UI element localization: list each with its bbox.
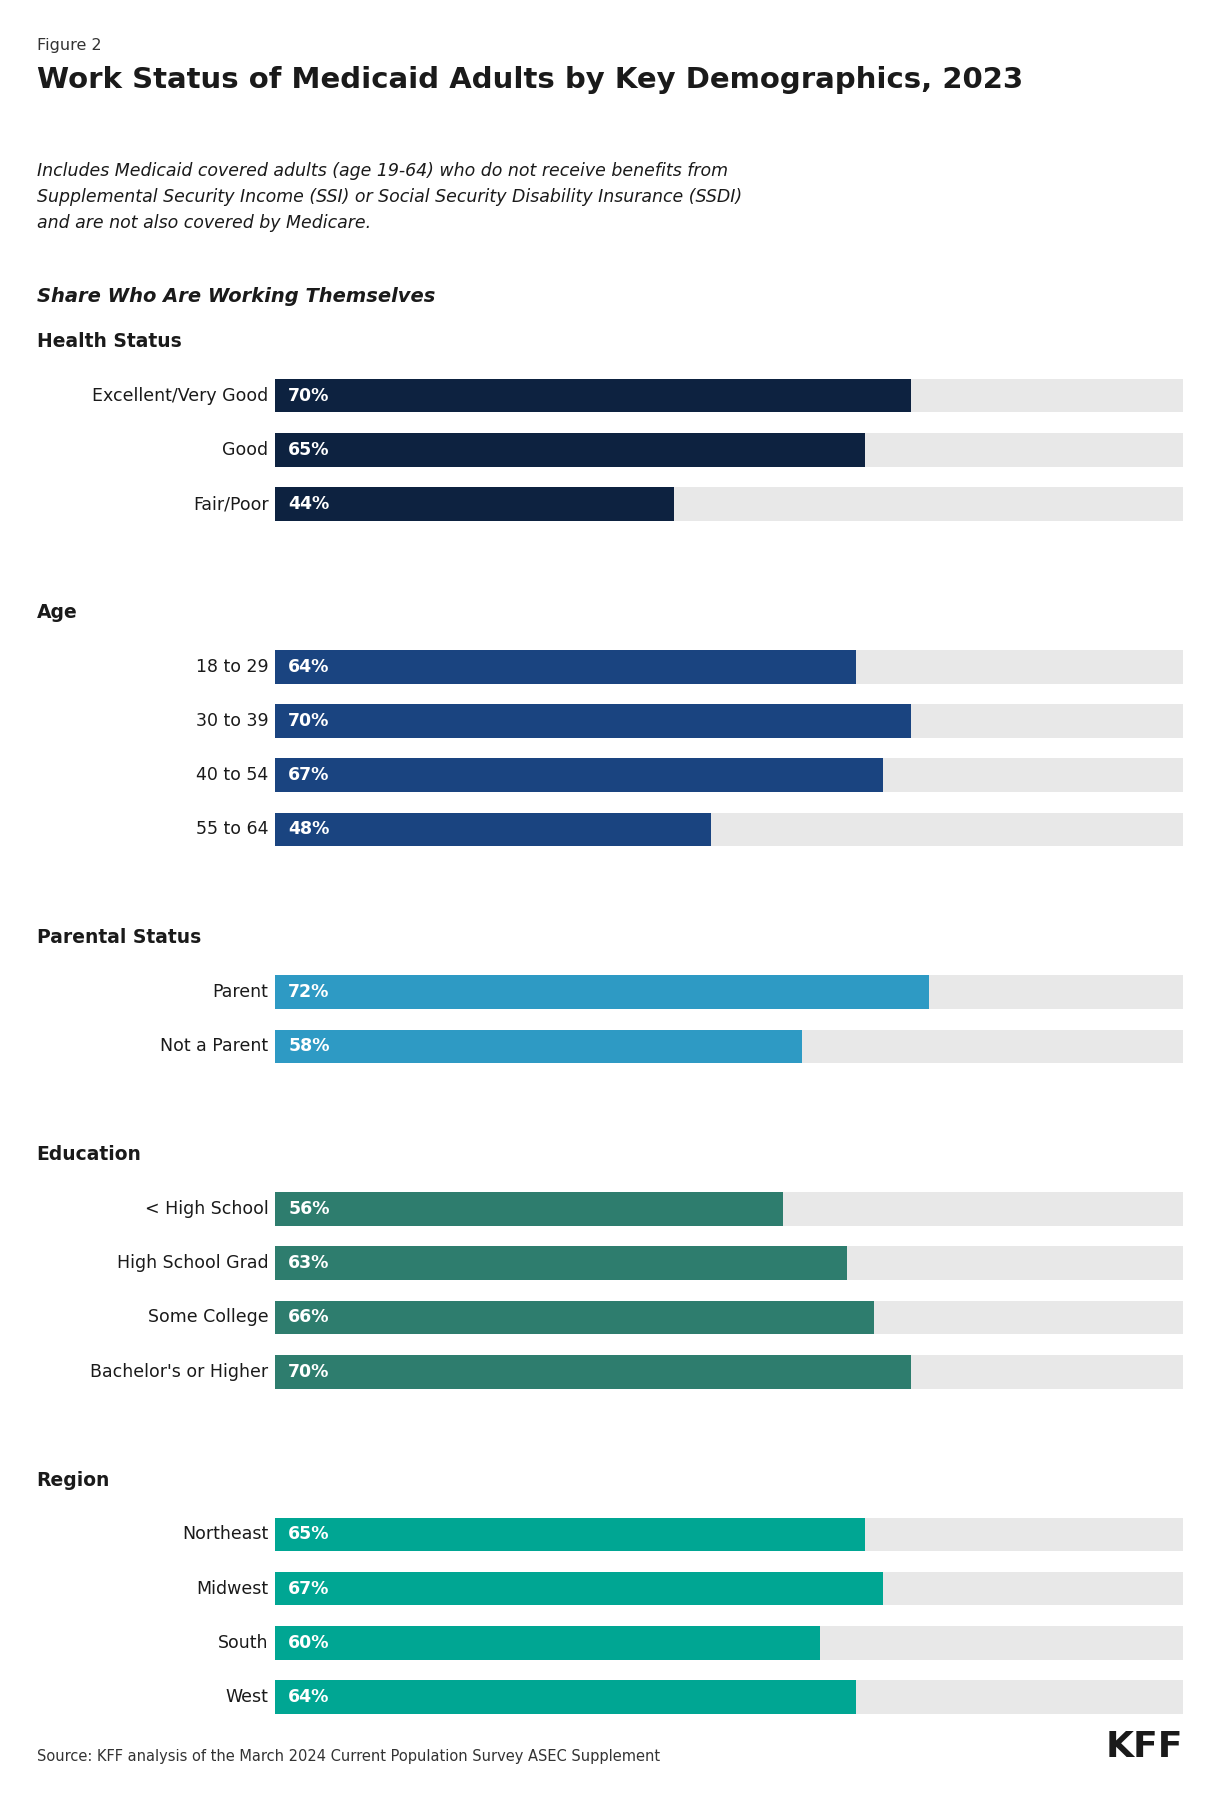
Bar <box>274 704 1183 738</box>
Bar <box>274 758 1183 792</box>
Text: Bachelor's or Higher: Bachelor's or Higher <box>90 1363 268 1381</box>
Bar <box>274 1246 1183 1281</box>
Bar <box>274 1625 820 1660</box>
Text: Excellent/Very Good: Excellent/Very Good <box>93 386 268 404</box>
Bar <box>274 1518 865 1552</box>
Text: 70%: 70% <box>288 386 329 404</box>
Bar <box>274 1681 1183 1713</box>
Text: Education: Education <box>37 1146 142 1164</box>
Bar <box>274 975 928 1009</box>
Bar <box>274 1029 802 1063</box>
Text: 40 to 54: 40 to 54 <box>196 767 268 785</box>
Text: Midwest: Midwest <box>196 1580 268 1598</box>
Text: Parental Status: Parental Status <box>37 929 201 948</box>
Text: 65%: 65% <box>288 1525 329 1543</box>
Text: Northeast: Northeast <box>182 1525 268 1543</box>
Text: 18 to 29: 18 to 29 <box>195 657 268 675</box>
Text: 67%: 67% <box>288 767 329 785</box>
Text: Share Who Are Working Themselves: Share Who Are Working Themselves <box>37 287 436 307</box>
Bar <box>274 1246 847 1281</box>
Bar <box>274 1681 856 1713</box>
Bar <box>274 1625 1183 1660</box>
Bar <box>274 650 1183 684</box>
Text: 48%: 48% <box>288 821 329 839</box>
Bar <box>274 1354 910 1388</box>
Text: Some College: Some College <box>148 1309 268 1327</box>
Bar <box>274 1354 1183 1388</box>
Bar <box>274 812 711 846</box>
Text: Region: Region <box>37 1471 110 1489</box>
Text: 67%: 67% <box>288 1580 329 1598</box>
Bar <box>274 1193 1183 1227</box>
Text: 65%: 65% <box>288 440 329 458</box>
Text: Work Status of Medicaid Adults by Key Demographics, 2023: Work Status of Medicaid Adults by Key De… <box>37 66 1022 95</box>
Text: Not a Parent: Not a Parent <box>160 1038 268 1056</box>
Bar <box>274 975 1183 1009</box>
Text: Parent: Parent <box>212 982 268 1000</box>
Bar <box>274 1572 883 1606</box>
Text: 44%: 44% <box>288 496 329 514</box>
Text: 72%: 72% <box>288 982 329 1000</box>
Text: 70%: 70% <box>288 711 329 729</box>
Bar <box>274 812 1183 846</box>
Bar <box>274 1300 1183 1334</box>
Bar <box>274 758 883 792</box>
Bar <box>274 379 910 413</box>
Text: 30 to 39: 30 to 39 <box>195 711 268 729</box>
Bar <box>274 1193 783 1227</box>
Bar <box>274 487 1183 521</box>
Text: Fair/Poor: Fair/Poor <box>193 496 268 514</box>
Text: High School Grad: High School Grad <box>117 1254 268 1272</box>
Bar <box>274 704 910 738</box>
Text: 70%: 70% <box>288 1363 329 1381</box>
Text: Health Status: Health Status <box>37 332 182 350</box>
Bar <box>274 1029 1183 1063</box>
Text: Figure 2: Figure 2 <box>37 38 101 52</box>
Text: Source: KFF analysis of the March 2024 Current Population Survey ASEC Supplement: Source: KFF analysis of the March 2024 C… <box>37 1749 660 1764</box>
Text: 66%: 66% <box>288 1309 329 1327</box>
Text: Includes Medicaid covered adults (age 19-64) who do not receive benefits from
Su: Includes Medicaid covered adults (age 19… <box>37 162 742 232</box>
Text: South: South <box>218 1634 268 1652</box>
Text: 60%: 60% <box>288 1634 329 1652</box>
Bar <box>274 433 1183 467</box>
Bar <box>274 1518 1183 1552</box>
Text: 56%: 56% <box>288 1200 329 1218</box>
Text: 58%: 58% <box>288 1038 329 1056</box>
Bar <box>274 433 865 467</box>
Bar <box>274 650 856 684</box>
Bar <box>274 1300 875 1334</box>
Text: 64%: 64% <box>288 657 329 675</box>
Bar <box>274 487 675 521</box>
Text: Age: Age <box>37 603 77 621</box>
Text: KFF: KFF <box>1105 1730 1183 1764</box>
Bar <box>274 379 1183 413</box>
Text: 64%: 64% <box>288 1688 329 1706</box>
Text: Good: Good <box>222 440 268 458</box>
Text: < High School: < High School <box>145 1200 268 1218</box>
Bar <box>274 1572 1183 1606</box>
Text: 63%: 63% <box>288 1254 329 1272</box>
Text: 55 to 64: 55 to 64 <box>196 821 268 839</box>
Text: West: West <box>226 1688 268 1706</box>
